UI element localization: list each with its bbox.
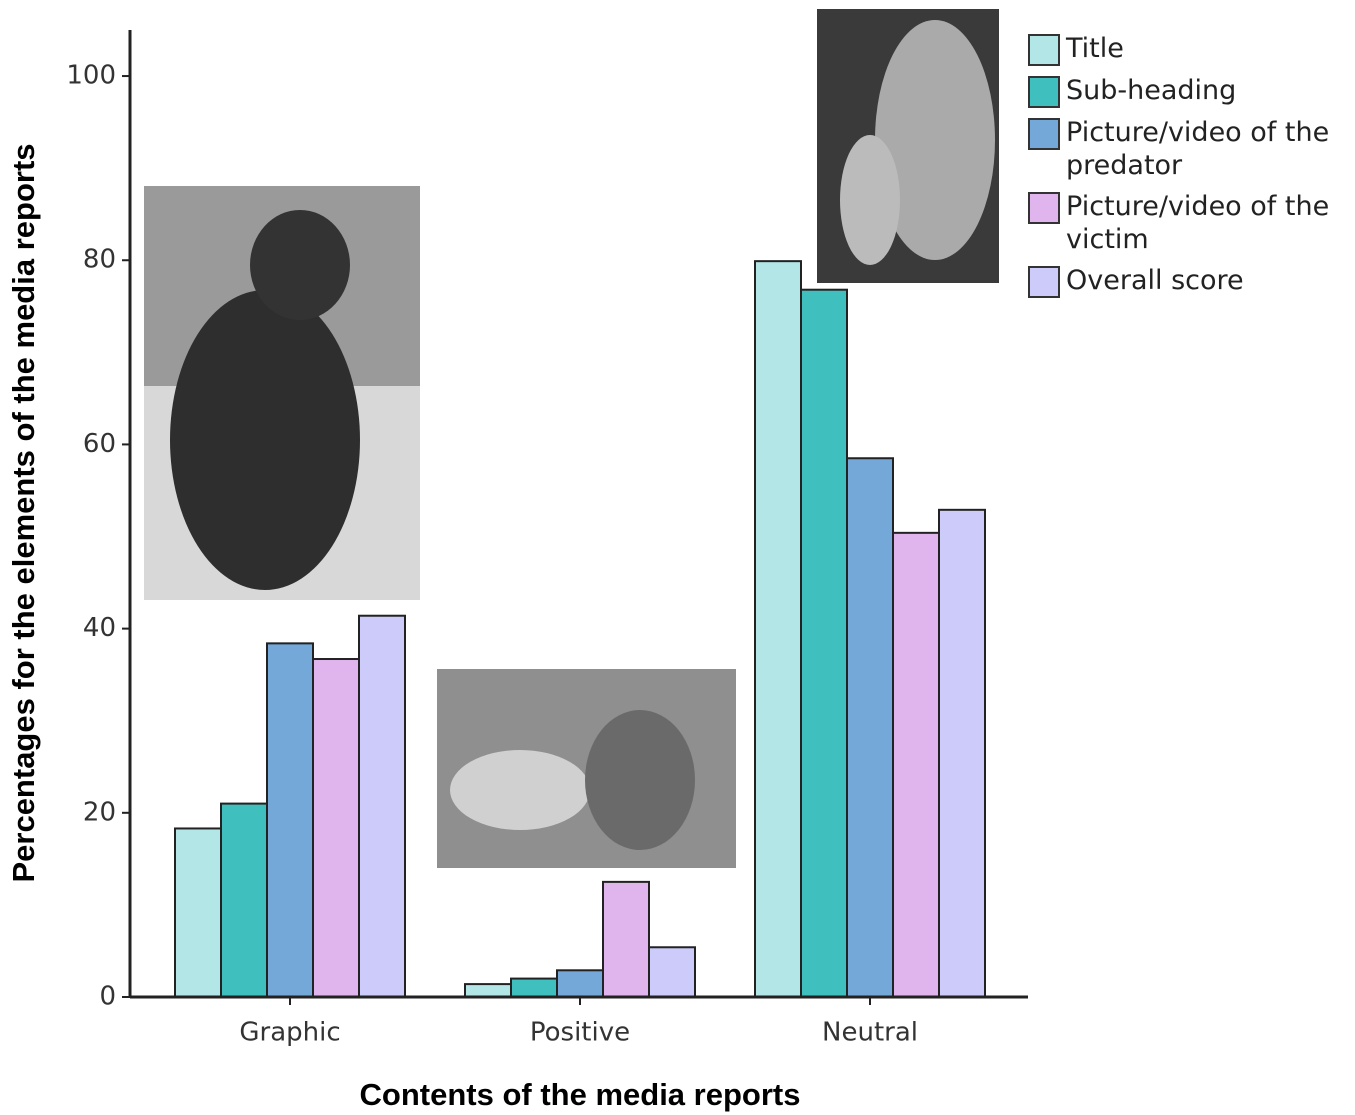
- legend-swatch: [1028, 118, 1060, 150]
- bar: [312, 658, 360, 999]
- x-tick-label: Graphic: [239, 1018, 340, 1048]
- legend-swatch: [1028, 34, 1060, 66]
- bar: [754, 260, 802, 998]
- legend-item: Picture/video of the predator: [1028, 116, 1348, 182]
- y-axis-title: Percentages for the elements of the medi…: [6, 143, 41, 882]
- bar: [174, 827, 222, 998]
- legend-item: Overall score: [1028, 264, 1348, 298]
- legend-item: Sub-heading: [1028, 74, 1348, 108]
- x-tick-label: Positive: [530, 1018, 630, 1048]
- legend-label: Sub-heading: [1066, 75, 1237, 106]
- photo-tigers: [817, 9, 999, 283]
- y-tick-label: 100: [66, 61, 116, 91]
- bar: [800, 288, 848, 998]
- legend-item: Picture/video of the victim: [1028, 190, 1348, 256]
- photo-paramedic: [437, 669, 736, 868]
- bar: [892, 531, 940, 999]
- bar: [266, 642, 314, 999]
- legend-label: Title: [1066, 33, 1124, 64]
- y-tick-label: 0: [99, 982, 116, 1012]
- bar: [358, 614, 406, 998]
- legend-label: Picture/video of the predator: [1066, 117, 1330, 181]
- legend-swatch: [1028, 76, 1060, 108]
- bar: [556, 969, 604, 998]
- bar: [220, 802, 268, 998]
- x-axis-title: Contents of the media reports: [360, 1077, 801, 1112]
- y-tick-label: 60: [83, 429, 116, 459]
- x-tick-label: Neutral: [822, 1018, 918, 1048]
- legend: Title Sub-heading Picture/video of the pre…: [1028, 32, 1348, 306]
- bar: [510, 977, 558, 998]
- bar: [938, 508, 986, 998]
- legend-label: Picture/video of the victim: [1066, 191, 1330, 255]
- bar: [464, 983, 512, 999]
- legend-swatch: [1028, 192, 1060, 224]
- legend-item: Title: [1028, 32, 1348, 66]
- photo-bear: [144, 186, 420, 600]
- y-tick-label: 20: [83, 797, 116, 827]
- y-tick-label: 80: [83, 245, 116, 275]
- bar: [602, 880, 650, 999]
- y-tick-label: 40: [83, 613, 116, 643]
- legend-swatch: [1028, 266, 1060, 298]
- bar: [648, 946, 696, 998]
- bar: [846, 457, 894, 998]
- legend-label: Overall score: [1066, 265, 1244, 296]
